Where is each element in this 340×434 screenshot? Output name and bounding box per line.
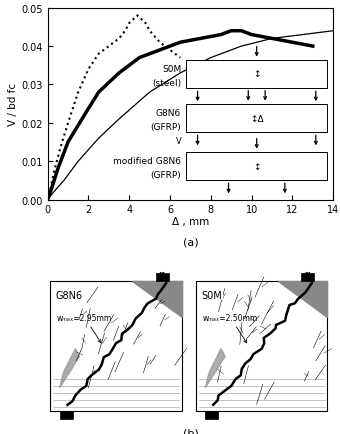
Bar	[50, 281, 182, 411]
Bar	[186, 60, 327, 89]
Polygon shape	[277, 281, 327, 317]
Text: (GFRP): (GFRP)	[151, 123, 181, 132]
Text: G8N6: G8N6	[56, 290, 83, 300]
Text: G8N6: G8N6	[156, 108, 181, 118]
Text: wₘₐₓ=2.95mm: wₘₐₓ=2.95mm	[57, 313, 112, 343]
Bar	[205, 411, 218, 419]
X-axis label: Δ , mm: Δ , mm	[172, 216, 209, 226]
Bar	[186, 105, 327, 133]
Polygon shape	[205, 349, 225, 388]
Text: (steel): (steel)	[152, 79, 181, 88]
Text: (b): (b)	[183, 427, 198, 434]
Text: S0M: S0M	[201, 290, 222, 300]
Bar	[156, 273, 169, 281]
Bar	[59, 411, 73, 419]
Text: (GFRP): (GFRP)	[151, 171, 181, 180]
Text: ↕: ↕	[253, 70, 260, 79]
Text: V: V	[176, 137, 182, 145]
Text: modified G8N6: modified G8N6	[113, 156, 181, 165]
Bar	[196, 281, 327, 411]
Polygon shape	[132, 281, 182, 317]
Text: ↕: ↕	[253, 162, 260, 171]
Bar	[186, 152, 327, 181]
Text: ↕Δ: ↕Δ	[250, 114, 264, 123]
Bar	[301, 273, 314, 281]
Text: wₘₐₓ=2.50mm: wₘₐₓ=2.50mm	[203, 313, 258, 343]
Text: S0M: S0M	[162, 65, 181, 73]
Text: (a): (a)	[183, 237, 198, 247]
Polygon shape	[59, 349, 79, 388]
Y-axis label: V / bd fᴄ: V / bd fᴄ	[8, 83, 18, 126]
